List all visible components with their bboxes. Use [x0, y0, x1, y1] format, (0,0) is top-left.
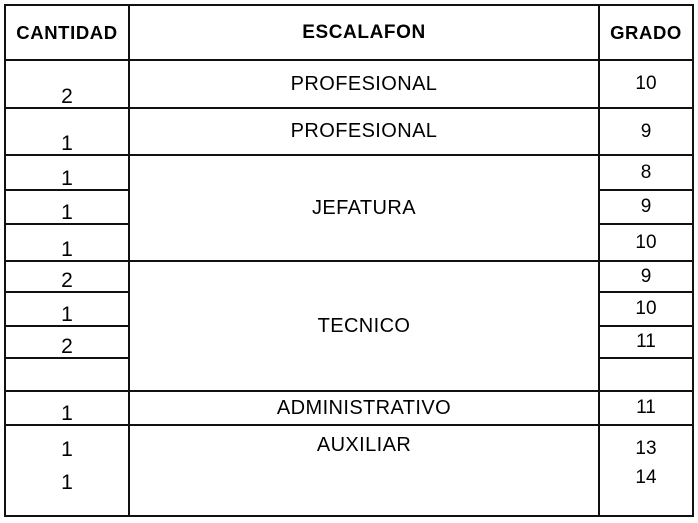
table-row: 2 TECNICO 9	[4, 260, 694, 392]
cell-cantidad: 1	[4, 291, 130, 327]
table-row: 1 JEFATURA 8	[4, 154, 694, 262]
cell-grado: 10	[598, 223, 694, 262]
table-header: CANTIDAD ESCALAFON GRADO	[4, 4, 694, 61]
grado-value-first: 13	[635, 438, 657, 459]
cell-grado: 8	[598, 154, 694, 191]
table-header-row: CANTIDAD ESCALAFON GRADO	[4, 4, 694, 61]
escalafon-table: CANTIDAD ESCALAFON GRADO 2 PROFESIONAL 1…	[4, 4, 694, 517]
cell-escalafon-tecnico: TECNICO	[128, 260, 600, 392]
cell-grado: 10	[598, 59, 694, 109]
table-row-empty	[4, 357, 694, 392]
cantidad-value-first: 1	[61, 438, 73, 461]
cell-grado: 10	[598, 291, 694, 327]
cell-cantidad: 2	[4, 325, 130, 359]
cantidad-value-second: 1	[61, 470, 73, 494]
cell-escalafon-jefatura: JEFATURA	[128, 154, 600, 262]
cell-cantidad: 2	[4, 59, 130, 109]
cell-grado-auxiliar: 13 14	[598, 424, 694, 517]
table-row: 1 9	[4, 189, 694, 225]
cell-cantidad: 1	[4, 189, 130, 225]
cell-cantidad: 1	[4, 154, 130, 191]
table-row: 1 10	[4, 223, 694, 262]
table-row: 2 PROFESIONAL 10	[4, 59, 694, 109]
grado-value-second: 14	[635, 467, 657, 489]
column-header-cantidad: CANTIDAD	[4, 4, 130, 61]
cell-cantidad: 1	[4, 107, 130, 156]
cell-cantidad: 1	[4, 223, 130, 262]
table-row: 1 10	[4, 291, 694, 327]
cell-escalafon: PROFESIONAL	[128, 59, 600, 109]
cell-cantidad-auxiliar: 1 1	[4, 424, 130, 517]
cell-cantidad-empty	[4, 357, 130, 392]
table-row-auxiliar: 1 1 AUXILIAR 13 14	[4, 424, 694, 517]
cell-cantidad: 2	[4, 260, 130, 293]
cell-grado: 11	[598, 390, 694, 426]
escalafon-table-wrapper: CANTIDAD ESCALAFON GRADO 2 PROFESIONAL 1…	[4, 4, 694, 517]
cell-grado-empty	[598, 357, 694, 392]
cell-escalafon-auxiliar: AUXILIAR	[128, 424, 600, 517]
table-row: 1 ADMINISTRATIVO 11	[4, 390, 694, 426]
column-header-escalafon: ESCALAFON	[128, 4, 600, 61]
table-body: 2 PROFESIONAL 10 1 PROFESIONAL 9 1 JEFAT…	[4, 59, 694, 517]
cell-cantidad: 1	[4, 390, 130, 426]
cell-grado: 9	[598, 189, 694, 225]
cell-grado: 9	[598, 107, 694, 156]
cell-grado: 9	[598, 260, 694, 293]
cell-escalafon: ADMINISTRATIVO	[128, 390, 600, 426]
table-row: 1 PROFESIONAL 9	[4, 107, 694, 156]
cell-grado: 11	[598, 325, 694, 359]
cell-escalafon: PROFESIONAL	[128, 107, 600, 156]
column-header-grado: GRADO	[598, 4, 694, 61]
table-row: 2 11	[4, 325, 694, 359]
